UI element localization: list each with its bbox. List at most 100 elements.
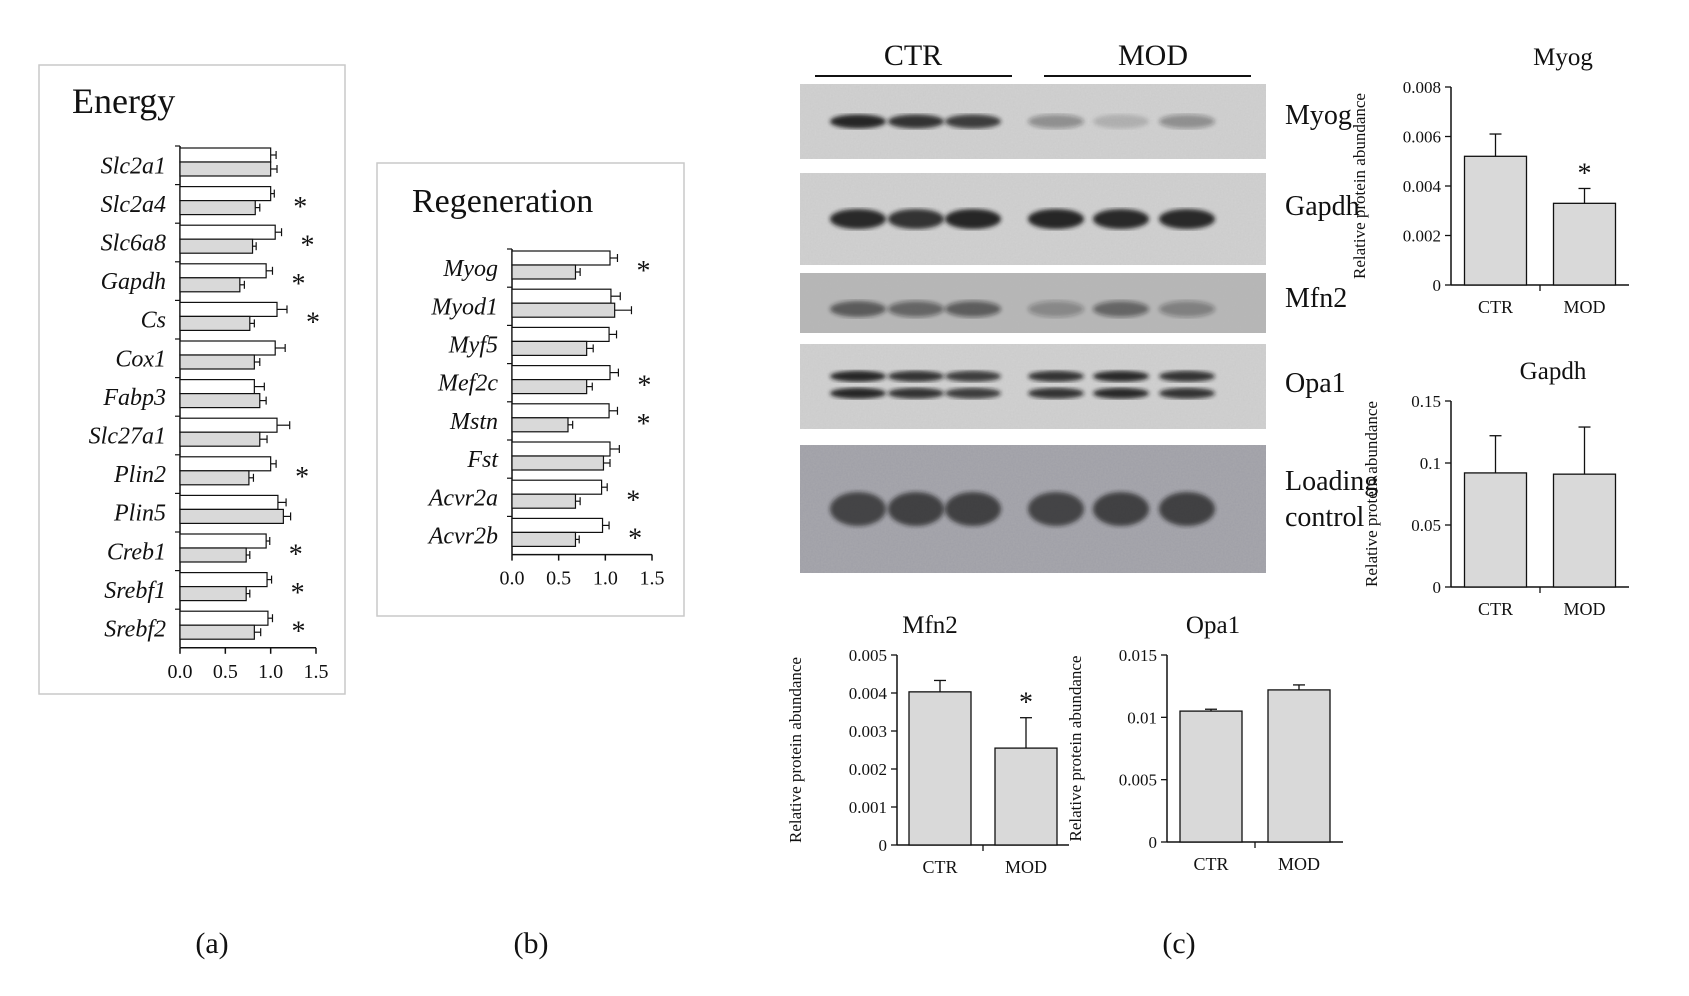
blot-row-gapdh: Gapdh: [800, 173, 1360, 265]
x-tick-label: MOD: [1278, 854, 1320, 874]
category-label-slc2a4: Slc2a4: [101, 192, 166, 218]
bar-acvr2a-series-1: [511, 479, 603, 495]
western-blot: CTR MOD Myog Gapdh Mfn2 Opa1 Loading control: [800, 39, 1378, 573]
significance-marker: *: [636, 256, 650, 287]
blot-label-mfn2: Mfn2: [1285, 283, 1347, 314]
blot-row-mfn2: Mfn2: [800, 273, 1347, 333]
x-tick-label: 0.5: [213, 661, 238, 683]
bar-myog-ctr: [1463, 155, 1528, 286]
bar-srebf1-series-2: [179, 585, 247, 602]
bar-mfn2-ctr: [908, 691, 972, 846]
y-tick-label: 0.004: [849, 684, 888, 703]
bar-cox1-series-1: [179, 340, 276, 356]
category-label-srebf2: Srebf2: [104, 617, 166, 643]
blot-band: [1028, 370, 1084, 382]
category-label-plin5: Plin5: [113, 501, 166, 527]
chart-title-gapdh: Gapdh: [1520, 358, 1587, 385]
bar-gapdh-series-1: [179, 263, 267, 279]
bar-creb1-series-1: [179, 533, 267, 549]
category-label-myog: Myog: [442, 256, 498, 282]
category-label-myf5: Myf5: [448, 333, 498, 359]
blot-row-loading-control: Loading control: [800, 445, 1378, 573]
x-tick-label: 1.5: [304, 661, 329, 683]
y-tick-label: 0: [1149, 833, 1158, 852]
blot-band: [1159, 370, 1215, 382]
y-tick-label: 0.01: [1127, 708, 1157, 727]
bar-myf5-series-2: [511, 340, 588, 356]
category-label-myod1: Myod1: [430, 294, 498, 320]
blot-band: [888, 492, 944, 526]
blot-band: [830, 387, 886, 399]
bar-mef2c-series-2: [511, 379, 588, 395]
bar-mef2c-series-1: [511, 365, 611, 381]
blot-label-loading-control-line2: control: [1285, 502, 1365, 533]
bar-myog-series-1: [511, 250, 611, 266]
significance-marker: *: [306, 308, 320, 339]
significance-marker: *: [1578, 158, 1592, 189]
bar-srebf2-series-2: [179, 624, 255, 640]
significance-marker: *: [289, 539, 303, 570]
y-tick-label: 0.15: [1411, 392, 1441, 411]
y-tick-label: 0.003: [849, 722, 887, 741]
panel-label-a: (a): [195, 927, 228, 960]
x-tick-label: MOD: [1563, 297, 1605, 317]
y-tick-label: 0: [1433, 578, 1442, 597]
bar-acvr2a-series-2: [511, 493, 577, 509]
blot-band: [1093, 370, 1149, 382]
blot-band: [945, 114, 1001, 129]
blot-texture: [800, 344, 1266, 429]
blot-band: [1093, 114, 1149, 129]
blot-band: [888, 209, 944, 229]
category-label-creb1: Creb1: [107, 539, 166, 565]
bar-cox1-series-2: [179, 354, 255, 370]
y-tick-label: 0.005: [1119, 771, 1157, 790]
group-label-ctr: CTR: [884, 39, 942, 72]
x-tick-label: MOD: [1563, 599, 1605, 619]
bar-mfn2-mod: [994, 747, 1058, 846]
blot-band: [945, 209, 1001, 229]
chart-title-energy: Energy: [72, 81, 175, 121]
significance-marker: *: [628, 524, 642, 555]
bar-gapdh-series-2: [179, 277, 241, 293]
y-axis-label: Relative protein abundance: [1066, 656, 1085, 842]
bar-gapdh-ctr: [1463, 472, 1528, 588]
blot-band: [888, 301, 944, 317]
bar-myod1-series-1: [511, 288, 612, 304]
bar-slc2a4-series-1: [179, 186, 272, 202]
blot-band: [1028, 209, 1084, 229]
y-tick-label: 0.002: [849, 760, 887, 779]
blot-band: [830, 492, 886, 526]
category-label-slc27a1: Slc27a1: [89, 424, 166, 450]
y-tick-label: 0.05: [1411, 516, 1441, 535]
blot-band: [830, 370, 886, 382]
blot-band: [1159, 114, 1215, 129]
bar-slc2a4-series-2: [179, 200, 256, 216]
x-tick-label: 0.0: [500, 568, 525, 590]
x-tick-label: 1.0: [593, 568, 618, 590]
y-tick-label: 0: [879, 836, 888, 855]
significance-marker: *: [1019, 688, 1033, 719]
blot-row-myog: Myog: [800, 84, 1352, 159]
blot-band: [1093, 492, 1149, 526]
bar-creb1-series-2: [179, 547, 247, 563]
bar-opa1-ctr: [1179, 710, 1243, 843]
blot-band: [945, 387, 1001, 399]
y-tick-label: 0.002: [1403, 227, 1441, 246]
blot-band: [1159, 209, 1215, 229]
blot-band: [888, 387, 944, 399]
blot-band: [888, 370, 944, 382]
blot-band: [1093, 209, 1149, 229]
bar-slc6a8-series-1: [179, 224, 276, 240]
chart-title-regeneration: Regeneration: [412, 183, 593, 220]
blot-band: [1028, 492, 1084, 526]
y-tick-label: 0.1: [1420, 454, 1441, 473]
significance-marker: *: [626, 485, 640, 516]
significance-marker: *: [295, 462, 309, 493]
bar-plin5-series-2: [179, 508, 284, 524]
blot-label-gapdh: Gapdh: [1285, 191, 1360, 222]
bar-opa1-mod: [1267, 689, 1331, 843]
significance-marker: *: [637, 371, 651, 402]
blot-band: [1093, 387, 1149, 399]
panel-a-frame: [38, 64, 346, 695]
